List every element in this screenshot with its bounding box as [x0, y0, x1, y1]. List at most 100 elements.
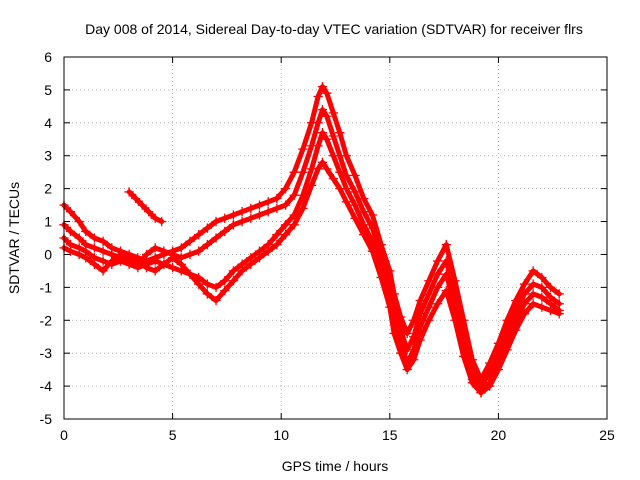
data-point	[424, 315, 434, 325]
data-point	[202, 223, 213, 233]
data-point	[159, 246, 169, 256]
data-point	[298, 144, 308, 154]
data-point	[528, 266, 538, 276]
data-point	[194, 279, 204, 289]
data-point	[519, 279, 530, 289]
x-axis-label: GPS time / hours	[282, 458, 389, 474]
y-tick-label: -2	[40, 312, 53, 328]
data-point	[280, 230, 291, 240]
data-point	[528, 299, 538, 309]
y-tick-label: 1	[44, 214, 52, 230]
data-point	[263, 246, 273, 256]
data-point	[367, 246, 378, 256]
x-tick-label: 20	[491, 427, 507, 443]
data-point	[150, 266, 160, 276]
data-point	[415, 295, 425, 306]
data-point	[220, 213, 230, 223]
data-point	[450, 315, 460, 325]
data-point	[211, 216, 221, 227]
data-point	[194, 246, 204, 256]
data-point	[133, 256, 143, 266]
data-point	[237, 207, 247, 217]
data-point	[202, 239, 213, 250]
data-point	[74, 216, 84, 227]
data-point	[322, 111, 332, 121]
data-point	[328, 108, 338, 118]
data-point	[415, 335, 425, 345]
data-point	[220, 276, 230, 286]
data-point	[211, 282, 221, 293]
data-point	[328, 151, 338, 161]
data-point	[237, 266, 247, 276]
data-point	[272, 193, 282, 204]
data-point	[396, 348, 406, 358]
data-point	[107, 256, 117, 266]
series-pass-5	[124, 187, 167, 227]
data-point	[254, 253, 265, 263]
data-point	[502, 345, 512, 355]
data-point	[519, 309, 530, 319]
data-point	[272, 239, 282, 250]
y-tick-label: 3	[44, 148, 52, 164]
data-point	[409, 355, 419, 365]
data-point	[272, 230, 282, 240]
data-point	[424, 289, 434, 299]
data-point	[458, 351, 469, 362]
data-point	[335, 183, 345, 194]
data-point	[402, 364, 412, 375]
data-point	[150, 213, 160, 223]
data-point	[367, 223, 378, 233]
y-tick-label: -5	[40, 411, 53, 427]
data-point	[476, 388, 486, 398]
data-point	[359, 207, 369, 217]
data-point	[98, 246, 108, 256]
data-point	[280, 183, 291, 194]
data-point	[150, 243, 160, 253]
data-point	[280, 220, 291, 230]
data-point	[367, 210, 378, 220]
data-point	[124, 253, 134, 263]
data-point	[98, 256, 108, 266]
x-tick-label: 10	[273, 427, 289, 443]
data-point	[432, 269, 443, 279]
data-point	[228, 276, 239, 286]
data-point	[89, 259, 100, 269]
data-point	[322, 164, 332, 174]
data-point	[74, 249, 84, 260]
data-point	[402, 328, 412, 339]
data-point	[432, 256, 443, 266]
data-point	[141, 249, 152, 260]
y-tick-label: -3	[40, 345, 53, 361]
data-point	[389, 328, 399, 339]
data-point	[98, 266, 108, 276]
data-point	[528, 279, 538, 289]
x-tick-label: 25	[599, 427, 615, 443]
data-point	[150, 256, 160, 266]
data-point	[317, 157, 328, 167]
data-point	[350, 170, 360, 181]
data-point	[328, 131, 338, 141]
data-point	[376, 272, 386, 283]
y-axis-label: SDTVAR / TECUs	[6, 182, 22, 294]
y-tick-label: -4	[40, 378, 53, 394]
data-point	[441, 239, 451, 250]
series-line	[61, 107, 562, 389]
data-point	[194, 230, 204, 240]
data-point	[328, 174, 338, 184]
axis-layer: 0 5 10 15 20 25 -5 -4 -3 -2 -1 0 1 2 3 4 5 6	[40, 49, 615, 443]
y-tick-label: 6	[44, 49, 52, 65]
data-point	[89, 233, 100, 243]
data-point	[322, 134, 332, 144]
data-point	[415, 322, 425, 332]
data-point	[537, 292, 547, 302]
data-point	[519, 289, 530, 299]
data-point	[228, 210, 239, 220]
data-point	[313, 118, 323, 128]
data-point	[313, 141, 323, 151]
data-point	[424, 276, 434, 286]
data-point	[167, 253, 178, 263]
data-point	[519, 299, 530, 309]
data-point	[467, 378, 477, 388]
data-point	[65, 226, 76, 237]
